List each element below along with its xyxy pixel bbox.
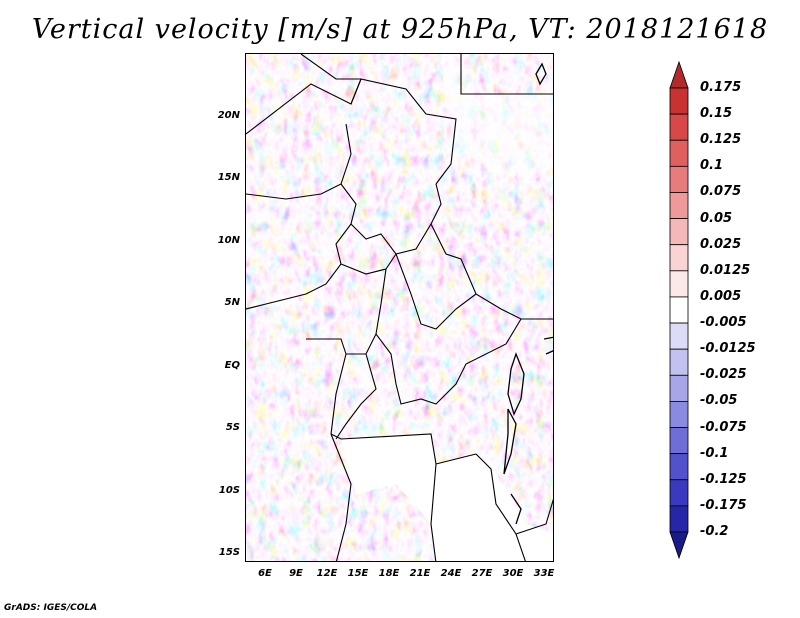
- lat-tick-label: EQ: [224, 360, 240, 371]
- lat-tick-label: 10N: [217, 235, 240, 246]
- colorbar-segment: [669, 165, 689, 193]
- masked-region-south: [341, 434, 553, 561]
- lon-tick-label: 15E: [347, 568, 369, 579]
- colorbar-segment: [669, 348, 689, 376]
- lat-tick-label: 15N: [217, 172, 240, 183]
- lat-tick-label: 5S: [225, 422, 240, 433]
- colorbar-segment: [669, 374, 689, 402]
- colorbar-segment: [669, 505, 689, 533]
- lon-tick-label: 21E: [409, 568, 431, 579]
- lat-tick-label: 15S: [218, 547, 240, 558]
- lat-tick-label: 10S: [218, 485, 240, 496]
- colorbar-segment: [669, 244, 689, 272]
- lon-tick-label: 18E: [378, 568, 400, 579]
- colorbar-label: -0.05: [700, 393, 738, 409]
- colorbar-segment: [669, 192, 689, 219]
- lat-tick-label: 5N: [224, 297, 240, 308]
- country-borders: [246, 54, 553, 561]
- lon-tick-label: 27E: [471, 568, 493, 579]
- colorbar-segment: [669, 401, 689, 428]
- lat-tick-label: 20N: [217, 110, 240, 121]
- colorbar-label: 0.05: [700, 210, 733, 226]
- colorbar-label: 0.15: [700, 106, 733, 122]
- colorbar-segment: [669, 479, 689, 507]
- colorbar-segment: [669, 322, 689, 350]
- colorbar-label: 0.075: [700, 184, 742, 200]
- lon-tick-label: 12E: [316, 568, 338, 579]
- masked-region-north: [441, 54, 553, 179]
- lake-outlines: [503, 62, 553, 525]
- map-panel: [245, 53, 554, 562]
- colorbar-segment: [669, 453, 689, 481]
- colorbar-label: -0.2: [700, 524, 729, 539]
- colorbar-label: -0.175: [700, 497, 747, 513]
- colorbar-min-arrow: [669, 531, 689, 560]
- colorbar: [669, 60, 689, 560]
- lon-tick-label: 24E: [440, 568, 462, 579]
- colorbar-segment: [669, 270, 689, 298]
- map-title: Vertical velocity [m/s] at 925hPa, VT: 2…: [31, 14, 769, 45]
- lon-tick-label: 30E: [502, 568, 524, 579]
- velocity-field: [246, 54, 553, 561]
- colorbar-label: -0.005: [700, 315, 747, 331]
- colorbar-label: -0.075: [700, 419, 747, 435]
- colorbar-label: 0.1: [700, 158, 724, 174]
- colorbar-segment: [669, 218, 689, 246]
- grads-credit: GrADS: IGES/COLA: [4, 603, 98, 613]
- colorbar-label: -0.025: [700, 367, 747, 383]
- colorbar-label: -0.1: [700, 445, 729, 461]
- colorbar-segment: [669, 296, 689, 324]
- colorbar-label: -0.0125: [700, 341, 756, 357]
- lon-tick-label: 6E: [258, 568, 272, 579]
- colorbar-label: 0.025: [700, 236, 742, 252]
- colorbar-segment: [669, 139, 689, 167]
- colorbar-label: 0.0125: [700, 262, 751, 278]
- colorbar-label: 0.125: [700, 132, 742, 148]
- colorbar-label: 0.005: [700, 288, 742, 304]
- colorbar-segment: [669, 113, 689, 141]
- colorbar-max-arrow: [669, 60, 689, 89]
- colorbar-segment: [669, 427, 689, 455]
- colorbar-label: 0.175: [700, 80, 742, 95]
- colorbar-segment: [669, 87, 689, 115]
- lon-tick-label: 9E: [289, 568, 303, 579]
- colorbar-label: -0.125: [700, 471, 747, 487]
- lon-tick-label: 33E: [533, 568, 555, 579]
